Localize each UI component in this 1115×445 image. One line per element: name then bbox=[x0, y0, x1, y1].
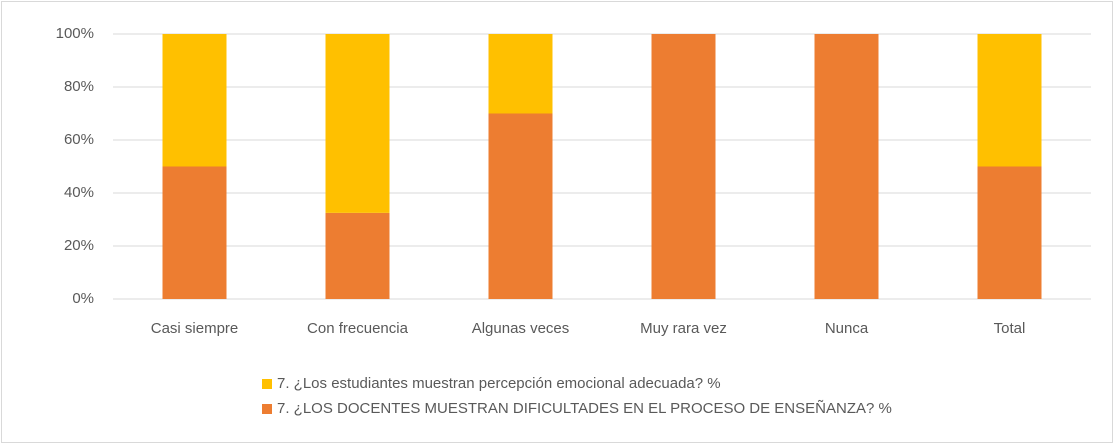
y-tick-label: 100% bbox=[56, 25, 94, 42]
legend-swatch bbox=[262, 404, 272, 414]
x-tick-label: Muy rara vez bbox=[640, 320, 727, 337]
bar-segment bbox=[488, 34, 553, 114]
legend-label: 7. ¿LOS DOCENTES MUESTRAN DIFICULTADES E… bbox=[277, 400, 892, 417]
bar-segment bbox=[814, 34, 879, 299]
x-tick-label: Algunas veces bbox=[472, 320, 570, 337]
bar-segment bbox=[977, 34, 1042, 167]
x-tick-label: Total bbox=[994, 320, 1026, 337]
y-tick-label: 20% bbox=[64, 237, 94, 254]
x-tick-label: Con frecuencia bbox=[307, 320, 409, 337]
bar-segment bbox=[162, 34, 227, 167]
y-tick-label: 80% bbox=[64, 78, 94, 95]
bar-segment bbox=[325, 34, 390, 213]
bar-segment bbox=[488, 113, 553, 299]
bar-segment bbox=[977, 166, 1042, 299]
bar-segment bbox=[651, 34, 716, 299]
legend-swatch bbox=[262, 379, 272, 389]
y-tick-label: 60% bbox=[64, 131, 94, 148]
bar-segment bbox=[325, 212, 390, 299]
x-tick-label: Casi siempre bbox=[151, 320, 239, 337]
bar-segment bbox=[162, 166, 227, 299]
x-tick-label: Nunca bbox=[825, 320, 869, 337]
y-tick-label: 40% bbox=[64, 184, 94, 201]
legend-label: 7. ¿Los estudiantes muestran percepción … bbox=[277, 375, 721, 392]
y-tick-label: 0% bbox=[72, 290, 94, 307]
